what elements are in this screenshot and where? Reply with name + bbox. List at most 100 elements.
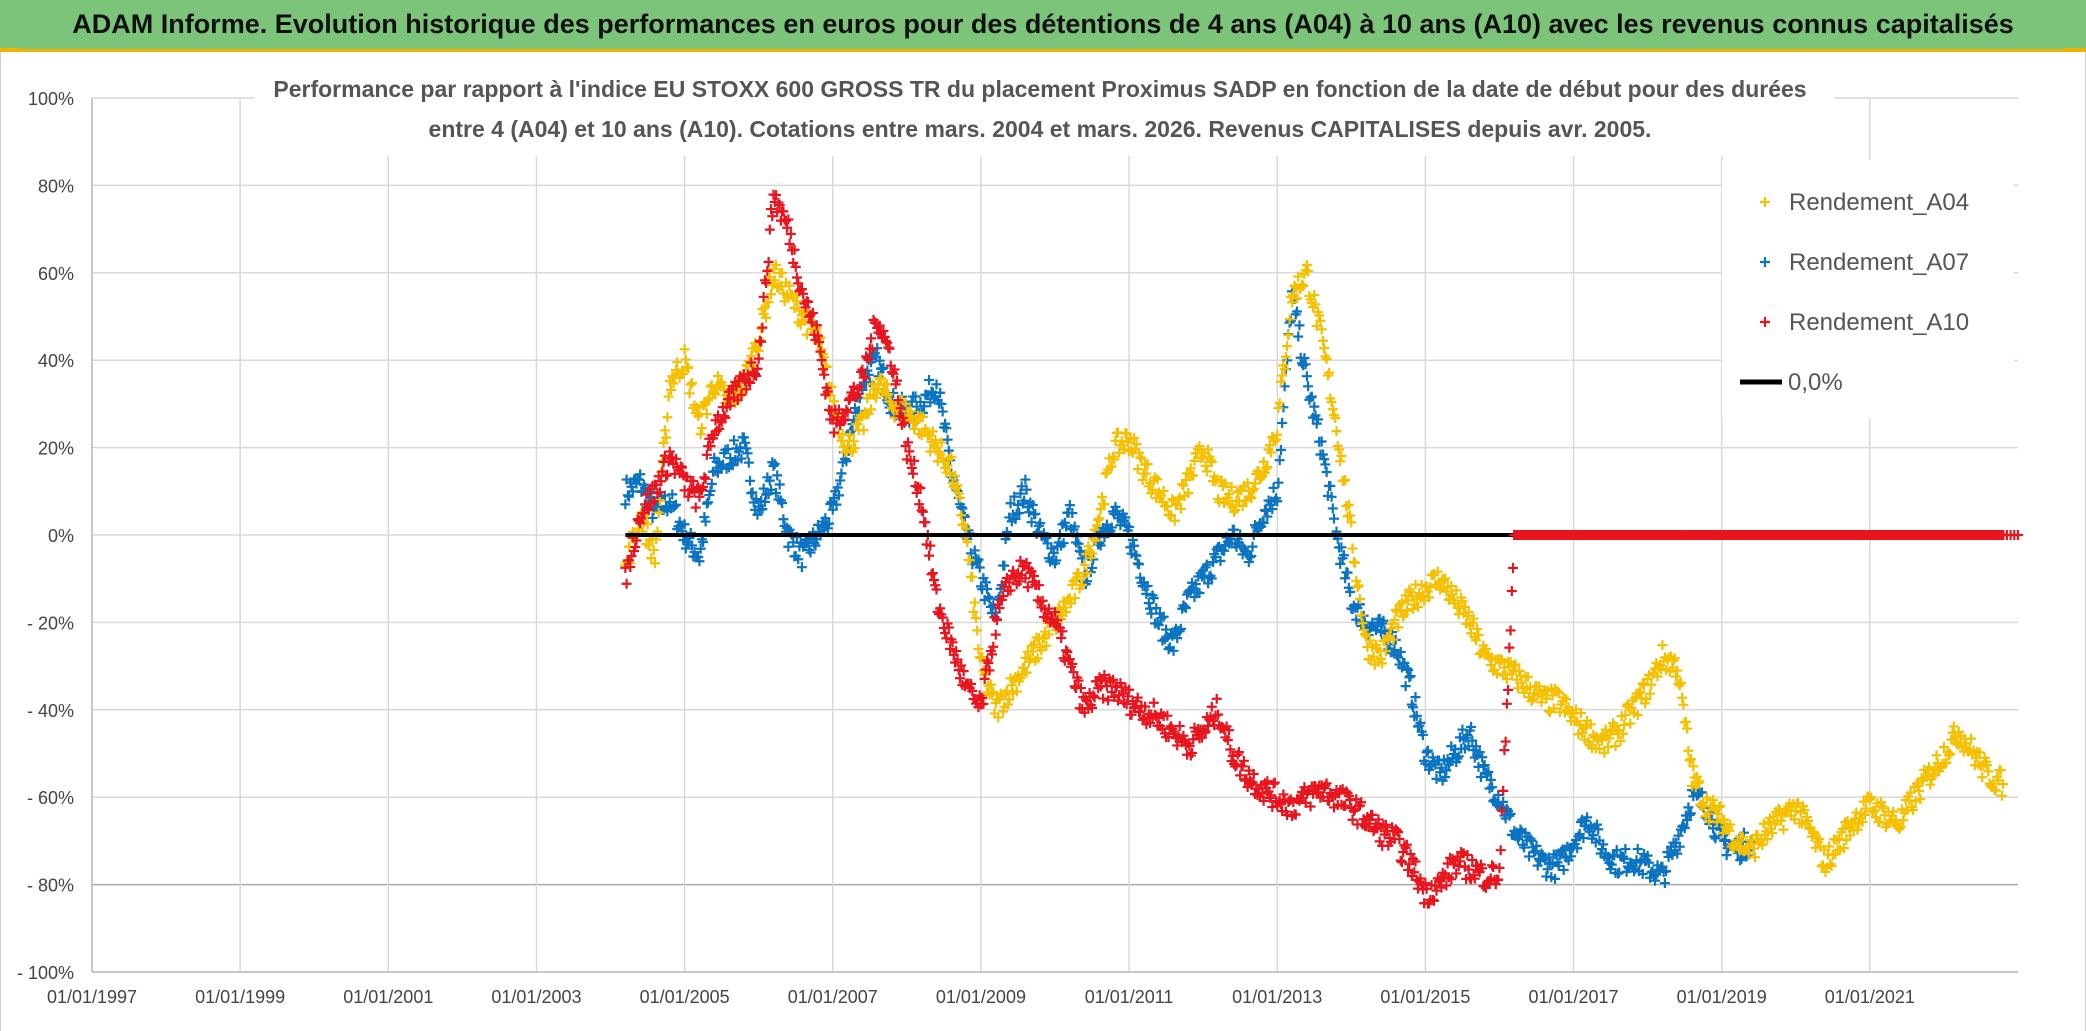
- Rendement_A10-point: [1290, 809, 1301, 820]
- Rendement_A07-point: [1285, 315, 1296, 326]
- Rendement_A04-point: [1183, 487, 1194, 498]
- Rendement_A10-point: [1312, 787, 1323, 798]
- Rendement_A04-point: [970, 613, 981, 624]
- Rendement_A07-point: [1696, 787, 1707, 798]
- Rendement_A04-point: [1175, 503, 1186, 514]
- Rendement_A04-point: [1432, 566, 1443, 577]
- Rendement_A07-point: [679, 519, 690, 530]
- Rendement_A04-point: [1637, 678, 1648, 689]
- Rendement_A04-point: [1767, 827, 1778, 838]
- Rendement_A07-point: [1306, 391, 1317, 402]
- Rendement_A10-point: [1415, 873, 1426, 884]
- Rendement_A07-point: [1163, 644, 1174, 655]
- Rendement_A07-point: [1505, 808, 1516, 819]
- Rendement_A07-point: [1736, 853, 1747, 864]
- Rendement_A10-point: [790, 261, 801, 272]
- Rendement_A04-point: [1352, 581, 1363, 592]
- Rendement_A04-point: [1604, 733, 1615, 744]
- Rendement_A10-point: [1410, 856, 1421, 867]
- Rendement_A07-point: [747, 487, 758, 498]
- Rendement_A07-point: [1277, 417, 1288, 428]
- Rendement_A04-point: [1142, 459, 1153, 470]
- Rendement_A07-point: [969, 545, 980, 556]
- Rendement_A07-point: [1598, 839, 1609, 850]
- Rendement_A07-point: [910, 391, 921, 402]
- Rendement_A04-point: [1915, 794, 1926, 805]
- Rendement_A07-point: [1272, 496, 1283, 507]
- Rendement_A04-point: [845, 430, 856, 441]
- Rendement_A07-point: [1619, 853, 1630, 864]
- Rendement_A10-point: [941, 633, 952, 644]
- Rendement_A04-point: [1315, 315, 1326, 326]
- Rendement_A10-point: [1257, 788, 1268, 799]
- Rendement_A04-point: [1166, 510, 1177, 521]
- Rendement_A04-point: [1533, 681, 1544, 692]
- Rendement_A04-point: [1291, 293, 1302, 304]
- Rendement_A04-point: [911, 416, 922, 427]
- Rendement_A04-point: [1747, 835, 1758, 846]
- Rendement_A10-point: [1075, 683, 1086, 694]
- Rendement_A10-point: [882, 337, 893, 348]
- Rendement_A04-point: [1147, 484, 1158, 495]
- Rendement_A07-point: [1131, 550, 1142, 561]
- Rendement_A07-point: [1175, 623, 1186, 634]
- Rendement_A04-point: [1277, 370, 1288, 381]
- Rendement_A10-point: [958, 666, 969, 677]
- Rendement_A04-point: [1990, 785, 2001, 796]
- Rendement_A10-point: [914, 499, 925, 510]
- Rendement_A04-point: [1275, 376, 1286, 387]
- Rendement_A04-point: [1509, 660, 1520, 671]
- Rendement_A10-point: [1222, 735, 1233, 746]
- Rendement_A04-point: [968, 606, 979, 617]
- Rendement_A07-point: [759, 496, 770, 507]
- Rendement_A04-point: [1971, 752, 1982, 763]
- Rendement_A10-point: [956, 660, 967, 671]
- Rendement_A07-point: [936, 398, 947, 409]
- Rendement_A04-point: [1468, 613, 1479, 624]
- Rendement_A10-point: [643, 504, 654, 515]
- Rendement_A10-point: [1237, 761, 1248, 772]
- Rendement_A07-point: [1153, 619, 1164, 630]
- Rendement_A10-point: [749, 368, 760, 379]
- Rendement_A07-point: [1542, 864, 1553, 875]
- Rendement_A10-point: [979, 673, 990, 684]
- Rendement_A04-point: [1908, 805, 1919, 816]
- Rendement_A04-point: [1852, 824, 1863, 835]
- Rendement_A10-point: [878, 326, 889, 337]
- Rendement_A04-point: [848, 436, 859, 447]
- Rendement_A10-point: [978, 698, 989, 709]
- Rendement_A04-point: [643, 540, 654, 551]
- Rendement_A04-point: [1136, 453, 1147, 464]
- Rendement_A07-point: [1299, 353, 1310, 364]
- Rendement_A10-point: [1069, 681, 1080, 692]
- Rendement_A04-point: [1279, 363, 1290, 374]
- Rendement_A04-point: [1219, 498, 1230, 509]
- Rendement_A04-point: [1321, 353, 1332, 364]
- Rendement_A10-point: [1401, 839, 1412, 850]
- Rendement_A04-point: [1158, 485, 1169, 496]
- Rendement_A10-point: [1258, 795, 1269, 806]
- Rendement_A10-point: [854, 381, 865, 392]
- Rendement_A04-point: [1272, 429, 1283, 440]
- Rendement_A04-point: [1480, 644, 1491, 655]
- Rendement_A04-point: [1271, 434, 1281, 445]
- Rendement_A04-point: [1688, 761, 1699, 772]
- Rendement_A04-point: [1799, 805, 1810, 816]
- Rendement_A10-point: [745, 377, 756, 388]
- Rendement_A07-point: [1578, 833, 1589, 844]
- Rendement_A04-point: [1284, 314, 1295, 325]
- Rendement_A07-point: [1012, 499, 1023, 510]
- chart-title-line-1: Performance par rapport à l'indice EU ST…: [273, 76, 1806, 102]
- Rendement_A04-point: [1905, 787, 1916, 798]
- Rendement_A04-point: [889, 412, 900, 423]
- Rendement_A04-point: [1669, 653, 1680, 664]
- Rendement_A10-point: [1088, 690, 1099, 701]
- Rendement_A10-point: [1409, 867, 1420, 878]
- Rendement_A10-point: [945, 643, 956, 654]
- Rendement_A10-point: [1429, 895, 1440, 906]
- Rendement_A07-point: [1474, 747, 1485, 758]
- Rendement_A04-point: [1079, 559, 1090, 570]
- Rendement_A10-point: [791, 272, 802, 283]
- Rendement_A04-point: [1961, 738, 1972, 749]
- Rendement_A10-point: [1212, 709, 1223, 720]
